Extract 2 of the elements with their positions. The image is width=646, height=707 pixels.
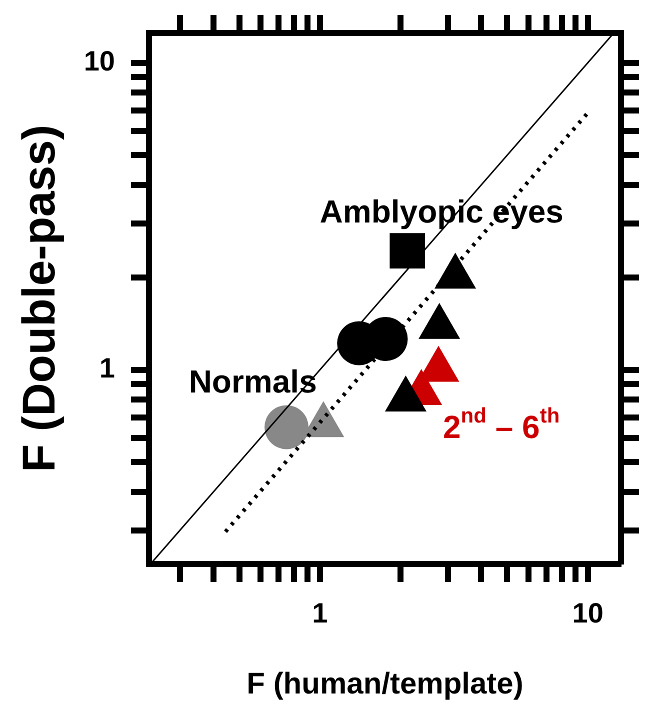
y-axis-title: F (Double-pass) xyxy=(12,124,64,472)
x-axis-title: F (human/template) xyxy=(246,667,524,700)
